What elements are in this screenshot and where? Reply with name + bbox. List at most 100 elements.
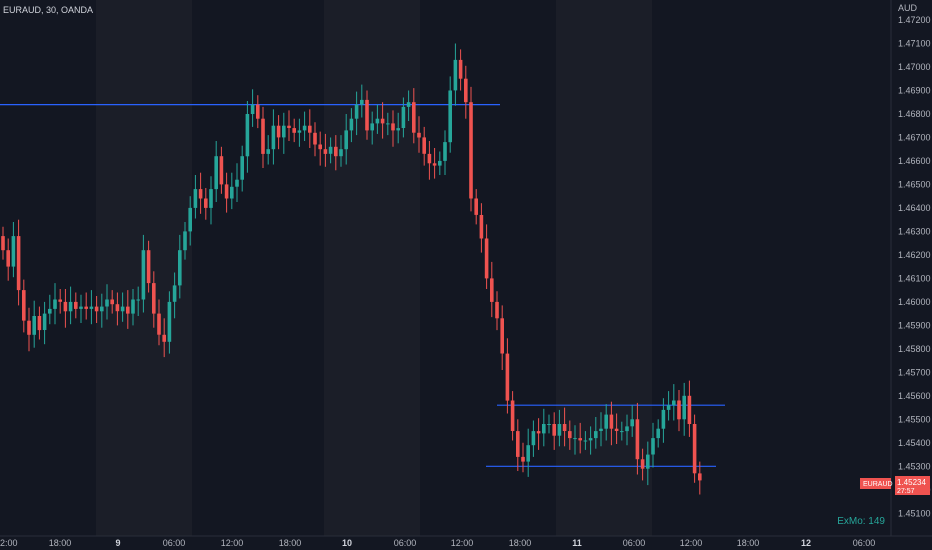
candle — [500, 305, 504, 370]
x-tick-label: 10 — [342, 538, 352, 548]
candle-body — [453, 59, 458, 91]
candle-body — [302, 125, 307, 131]
candle-body — [198, 189, 203, 199]
candle-body — [146, 250, 151, 284]
candle — [360, 84, 364, 118]
candle-body — [230, 186, 234, 199]
candle — [656, 419, 660, 448]
x-tick-label: 06:00 — [623, 538, 646, 548]
candle-body — [438, 160, 442, 166]
candle — [365, 90, 369, 140]
candle — [100, 293, 104, 328]
price-axis-currency: AUD — [898, 3, 918, 13]
x-tick-label: 2:00 — [0, 538, 18, 548]
candle-body — [417, 132, 421, 138]
candle-body — [27, 320, 31, 335]
candle — [188, 196, 192, 246]
y-tick-label: 1.45600 — [898, 391, 931, 401]
price-axis[interactable]: 1.47200 1.47100 1.47000 1.46900 1.46800 1.467… — [898, 15, 931, 518]
candle-body — [562, 424, 567, 431]
candle-body — [583, 440, 588, 442]
candle-body — [292, 128, 296, 133]
candle-body — [224, 184, 229, 199]
candle-body — [172, 285, 177, 302]
candle-body — [131, 299, 135, 314]
candle-body — [516, 431, 520, 457]
candle-body — [32, 316, 36, 335]
candle — [344, 114, 348, 165]
candle — [542, 408, 546, 447]
candle — [214, 141, 218, 202]
candle-body — [204, 198, 208, 208]
candle-body — [365, 99, 369, 131]
session-band — [324, 0, 420, 536]
candles — [1, 43, 702, 495]
candle — [401, 97, 406, 138]
candle-body — [500, 318, 504, 354]
candle-body — [89, 306, 94, 309]
candle — [22, 279, 26, 333]
candle-body — [193, 189, 198, 208]
candle — [562, 407, 567, 447]
price-badge-box — [895, 476, 930, 495]
candle — [131, 289, 135, 326]
candle — [573, 425, 577, 455]
candle — [105, 284, 109, 320]
time-axis[interactable]: 2:00 18:00 9 06:00 12:00 18:00 10 06:00 12:00 18:… — [0, 538, 875, 548]
candle-body — [334, 146, 338, 157]
candle — [157, 299, 161, 346]
candle — [505, 338, 510, 414]
candle-body — [651, 438, 655, 455]
y-tick-label: 1.46500 — [898, 179, 931, 189]
candle — [261, 106, 265, 168]
candle-body — [661, 409, 666, 429]
candle-body — [354, 104, 359, 119]
candle — [37, 306, 42, 340]
candle — [594, 417, 598, 449]
candle — [661, 398, 666, 443]
candle-body — [178, 250, 182, 286]
symbol-badge-box — [860, 478, 891, 489]
candle — [640, 448, 645, 481]
candle — [120, 292, 125, 322]
candle-body — [110, 299, 114, 305]
symbol-label[interactable]: EURAUD, 30, OANDA — [3, 5, 93, 15]
candle — [256, 95, 260, 129]
candle — [94, 296, 99, 323]
candle-body — [266, 149, 270, 154]
candle — [432, 148, 437, 179]
candle — [557, 409, 562, 447]
candle-body — [484, 238, 489, 279]
candle-body — [474, 198, 478, 215]
x-tick-label: 9 — [115, 538, 120, 548]
candle-body — [386, 123, 390, 125]
candle — [152, 271, 156, 328]
candle-body — [677, 400, 681, 420]
candle-body — [11, 236, 16, 267]
candle-body — [573, 438, 577, 440]
candle-body — [526, 445, 530, 462]
candle — [609, 401, 614, 446]
candle — [484, 224, 489, 289]
candle — [349, 108, 354, 143]
candle — [27, 307, 31, 352]
candle-body — [448, 90, 452, 143]
candle — [458, 49, 463, 91]
candle-body — [120, 306, 125, 312]
candle-body — [370, 123, 374, 131]
candle-body — [162, 334, 166, 342]
candle — [354, 91, 359, 136]
candle-body — [531, 431, 536, 446]
candle — [162, 318, 166, 358]
candle — [89, 290, 94, 325]
candle-body — [614, 428, 619, 431]
candle — [287, 110, 291, 141]
y-tick-label: 1.47100 — [898, 39, 931, 49]
candle — [583, 431, 588, 450]
candle — [692, 414, 697, 483]
y-tick-label: 1.45500 — [898, 414, 931, 424]
candle-body — [406, 102, 411, 107]
x-tick-label: 18:00 — [509, 538, 532, 548]
